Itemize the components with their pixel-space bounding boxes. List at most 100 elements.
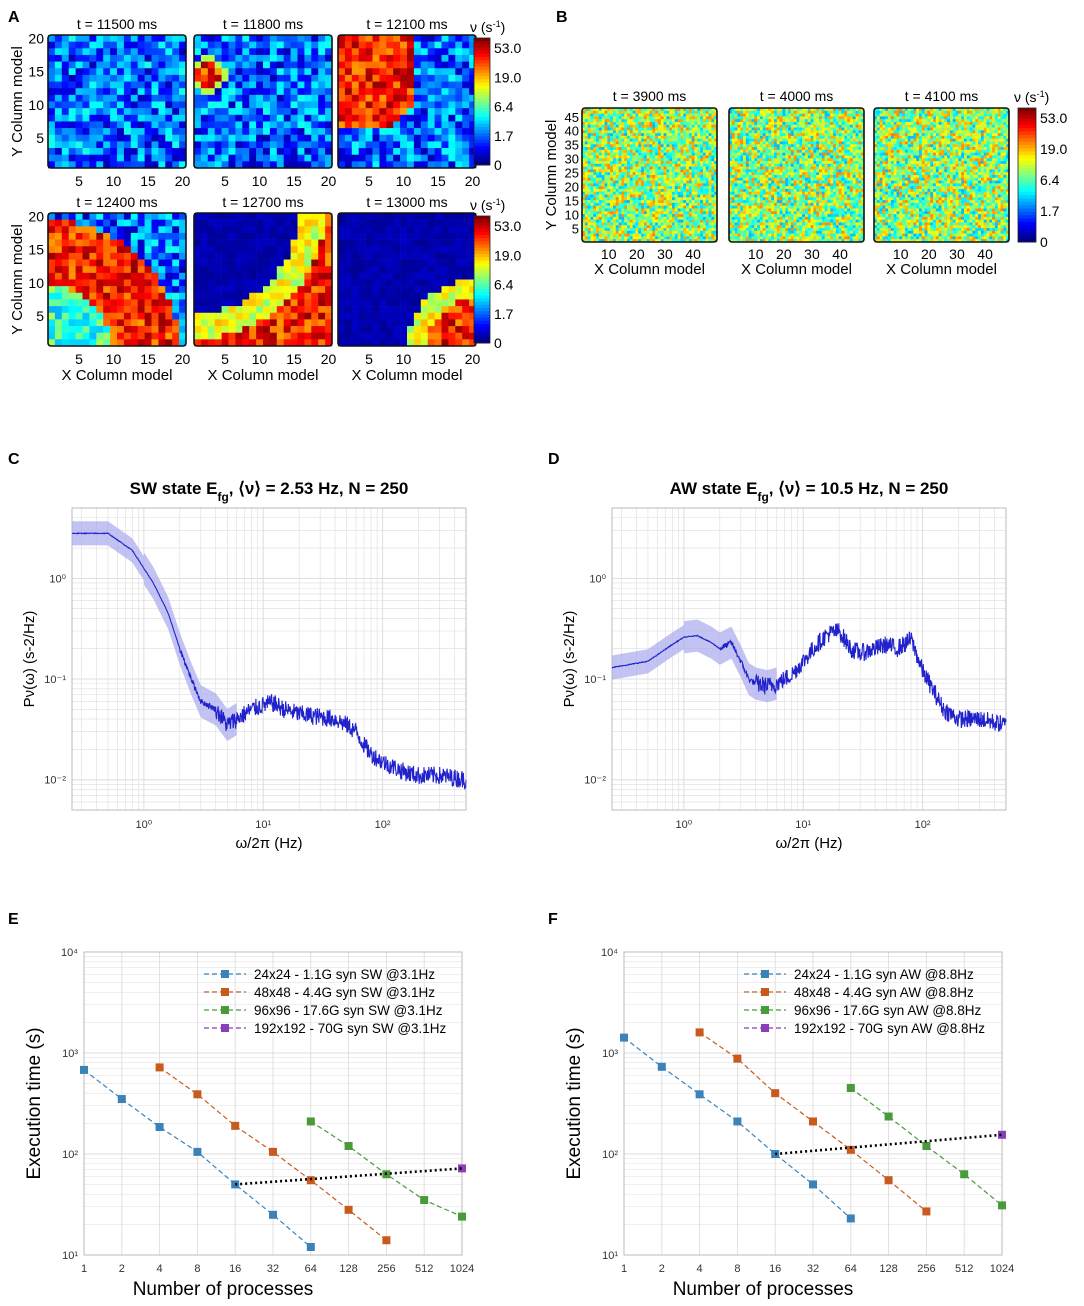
heatmap-cell bbox=[655, 108, 659, 112]
heatmap-cell bbox=[462, 312, 470, 320]
heatmap-cell bbox=[807, 110, 811, 114]
heatmap-cell bbox=[655, 144, 659, 148]
heatmap-cell bbox=[612, 230, 617, 234]
heatmap-cell bbox=[677, 228, 681, 232]
heatmap-cell bbox=[297, 286, 305, 294]
heatmap-cell bbox=[325, 121, 333, 129]
heatmap-cell bbox=[207, 332, 215, 340]
heatmap-cell bbox=[582, 172, 586, 176]
heatmap-cell bbox=[304, 141, 312, 149]
heatmap-cell bbox=[110, 332, 118, 340]
colorbar-tick-label: 1.7 bbox=[494, 128, 514, 144]
heatmap-cell bbox=[629, 124, 633, 128]
heatmap-cell bbox=[593, 180, 597, 184]
heatmap-cell bbox=[158, 94, 166, 102]
heatmap-cell bbox=[714, 152, 718, 156]
heatmap-cell bbox=[96, 74, 104, 82]
heatmap-cell bbox=[103, 326, 111, 333]
heatmap-cell bbox=[649, 188, 653, 193]
heatmap-cell bbox=[338, 81, 346, 89]
heatmap-cell bbox=[469, 141, 477, 149]
heatmap-cell bbox=[711, 116, 715, 120]
heatmap-cell bbox=[686, 175, 690, 179]
heatmap-cell bbox=[584, 121, 588, 126]
heatmap-cell bbox=[688, 236, 692, 240]
heatmap-cell bbox=[672, 119, 676, 123]
heatmap-cell bbox=[646, 127, 650, 131]
heatmap-cell bbox=[686, 180, 690, 184]
heatmap-cell bbox=[624, 197, 628, 201]
heatmap-cell bbox=[110, 312, 118, 320]
heatmap-cell bbox=[672, 141, 676, 145]
heatmap-cell bbox=[249, 148, 257, 155]
heatmap-cell bbox=[680, 127, 684, 131]
heatmap-cell bbox=[655, 194, 659, 198]
heatmap-cell bbox=[621, 138, 625, 142]
heatmap-cell bbox=[663, 191, 667, 195]
heatmap-cell bbox=[235, 232, 243, 240]
heatmap-cell bbox=[652, 110, 656, 114]
heatmap-cell bbox=[61, 292, 69, 300]
heatmap-cell bbox=[228, 134, 236, 142]
heatmap-cell bbox=[200, 292, 209, 300]
heatmap-cell bbox=[702, 152, 707, 156]
heatmap-cell bbox=[207, 54, 215, 62]
heatmap-cell bbox=[68, 101, 76, 109]
heatmap-cell bbox=[587, 141, 591, 145]
heatmap-cell bbox=[117, 61, 125, 69]
heatmap-cell bbox=[584, 183, 588, 187]
heatmap-cell bbox=[702, 197, 707, 201]
heatmap-cell bbox=[365, 286, 373, 294]
heatmap-cell bbox=[82, 279, 90, 287]
heatmap-cell bbox=[714, 138, 718, 142]
heatmap-cell bbox=[82, 141, 90, 149]
heatmap-cell bbox=[75, 81, 83, 89]
heatmap-cell bbox=[729, 113, 733, 117]
heatmap-cell bbox=[593, 175, 597, 179]
heatmap-cell bbox=[621, 214, 625, 218]
heatmap-cell bbox=[657, 149, 662, 153]
heatmap-cell bbox=[455, 213, 463, 220]
heatmap-cell bbox=[365, 232, 373, 240]
heatmap-cell bbox=[338, 148, 346, 155]
heatmap-cell bbox=[158, 326, 166, 333]
heatmap-cell bbox=[604, 127, 608, 131]
heatmap-cell bbox=[598, 202, 602, 207]
heatmap-cell bbox=[694, 236, 698, 240]
heatmap-cell bbox=[804, 108, 809, 112]
heatmap-cell bbox=[249, 68, 257, 76]
heatmap-cell bbox=[117, 286, 125, 294]
frame-border bbox=[581, 107, 718, 243]
heatmap-cell bbox=[165, 286, 173, 294]
heatmap-cell bbox=[242, 239, 250, 247]
heatmap-cell bbox=[318, 121, 326, 129]
heatmap-cell bbox=[68, 41, 76, 49]
heatmap-cell bbox=[587, 116, 591, 120]
heatmap-cell bbox=[249, 128, 257, 136]
heatmap-cell bbox=[641, 216, 645, 220]
heatmap-cell bbox=[242, 114, 250, 122]
heatmap-cell bbox=[618, 205, 622, 209]
heatmap-cell bbox=[601, 130, 605, 134]
heatmap-cell bbox=[441, 232, 449, 240]
heatmap-cell bbox=[68, 279, 76, 287]
heatmap-cell bbox=[601, 194, 605, 198]
heatmap-cell bbox=[269, 213, 278, 220]
heatmap-cell bbox=[158, 272, 166, 280]
heatmap-cell bbox=[624, 205, 628, 209]
heatmap-cell bbox=[325, 114, 333, 122]
heatmap-cell bbox=[686, 233, 690, 237]
heatmap-cell bbox=[448, 332, 456, 340]
heatmap-cell bbox=[708, 135, 712, 140]
heatmap-cell bbox=[660, 172, 664, 176]
heatmap-cell bbox=[117, 148, 125, 155]
y-tick-label: 5 bbox=[36, 308, 44, 324]
heatmap-cell bbox=[290, 74, 298, 82]
heatmap-cell bbox=[663, 222, 667, 226]
heatmap-cell bbox=[734, 108, 738, 112]
heatmap-cell bbox=[584, 172, 588, 176]
heatmap-cell bbox=[638, 175, 642, 179]
heatmap-cell bbox=[680, 116, 684, 120]
heatmap-cell bbox=[249, 61, 257, 69]
heatmap-cell bbox=[379, 299, 387, 307]
